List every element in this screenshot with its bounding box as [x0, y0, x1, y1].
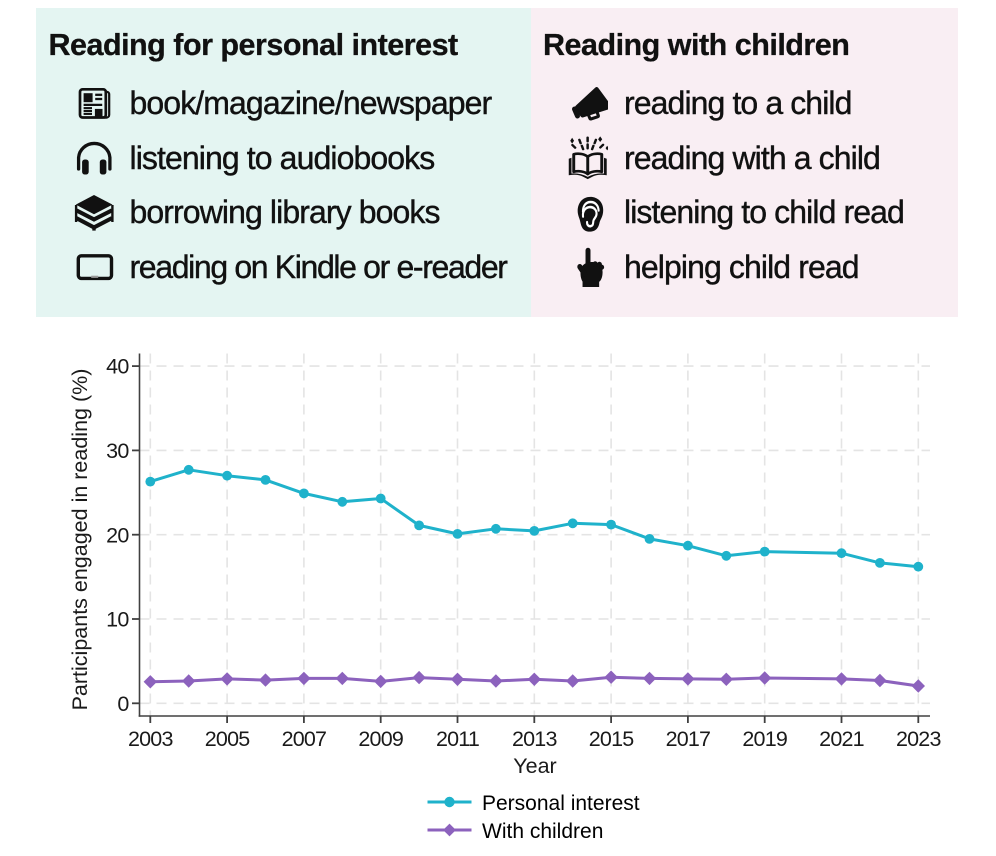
- svg-text:2015: 2015: [589, 727, 634, 751]
- svg-text:2007: 2007: [282, 727, 327, 751]
- svg-text:2009: 2009: [358, 727, 403, 751]
- svg-text:Participants engaged in readin: Participants engaged in reading (%): [68, 369, 92, 711]
- svg-text:2017: 2017: [666, 727, 711, 751]
- svg-text:With children: With children: [482, 820, 603, 843]
- svg-text:2011: 2011: [436, 727, 479, 751]
- svg-text:Personal interest: Personal interest: [482, 792, 640, 815]
- svg-text:2019: 2019: [742, 727, 787, 751]
- svg-text:2003: 2003: [128, 727, 173, 751]
- svg-text:10: 10: [106, 608, 129, 632]
- svg-text:0: 0: [117, 692, 129, 716]
- svg-text:40: 40: [106, 355, 129, 379]
- svg-text:2013: 2013: [512, 727, 557, 751]
- svg-text:30: 30: [106, 439, 129, 463]
- svg-text:2023: 2023: [896, 727, 941, 751]
- svg-text:Year: Year: [513, 754, 556, 778]
- svg-text:20: 20: [106, 523, 129, 547]
- svg-text:2021: 2021: [819, 727, 864, 751]
- svg-text:2005: 2005: [205, 727, 250, 751]
